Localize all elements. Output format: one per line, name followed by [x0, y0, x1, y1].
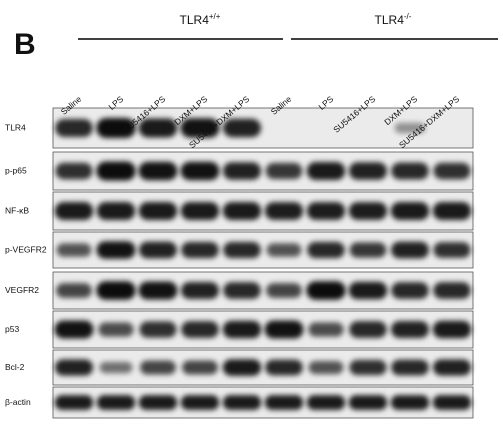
band	[266, 283, 302, 298]
band	[391, 162, 429, 180]
band	[54, 359, 94, 376]
band	[181, 241, 219, 259]
band	[96, 118, 136, 138]
band	[222, 320, 262, 339]
band	[433, 162, 471, 180]
band	[180, 118, 220, 138]
panel-label: B	[14, 28, 36, 61]
band	[432, 395, 472, 410]
band	[180, 281, 220, 300]
band	[222, 118, 262, 138]
band	[264, 395, 304, 410]
band	[180, 201, 220, 221]
band	[307, 241, 345, 259]
row-label: β-actin	[5, 397, 31, 407]
band	[56, 243, 92, 257]
band	[308, 360, 344, 375]
band	[222, 359, 262, 376]
band	[181, 321, 219, 338]
group-name: TLR4	[180, 13, 210, 27]
band	[306, 202, 346, 220]
band	[223, 282, 261, 299]
band	[349, 321, 387, 338]
band	[349, 359, 387, 376]
band	[390, 320, 430, 339]
band	[96, 395, 136, 410]
band	[138, 201, 178, 221]
band	[391, 359, 429, 376]
band	[180, 161, 220, 181]
band	[390, 241, 430, 259]
band	[138, 395, 178, 410]
row-label: p53	[5, 324, 19, 334]
band	[138, 281, 178, 300]
band	[306, 395, 346, 410]
band	[306, 161, 346, 181]
row-label: NF-κB	[5, 205, 29, 215]
band	[264, 320, 304, 339]
band	[54, 320, 94, 339]
band	[264, 202, 304, 220]
band	[390, 201, 430, 221]
group-superscript: +/+	[209, 12, 221, 21]
band	[222, 162, 262, 180]
row-label: Bcl-2	[5, 362, 25, 372]
band	[433, 282, 471, 299]
group-label: TLR4+/+	[180, 12, 221, 27]
band	[222, 395, 262, 410]
band	[140, 360, 176, 375]
group-name: TLR4	[375, 13, 405, 27]
band	[223, 241, 261, 259]
band	[348, 162, 388, 180]
band	[138, 241, 178, 259]
band	[432, 201, 472, 221]
group-label: TLR4-/-	[375, 12, 412, 27]
band	[138, 118, 178, 138]
band	[182, 360, 218, 375]
band	[390, 395, 430, 410]
band	[96, 161, 136, 181]
band	[349, 242, 387, 258]
band	[432, 359, 472, 376]
band	[432, 320, 472, 339]
band	[54, 395, 94, 410]
row-label: p-VEGFR2	[5, 244, 47, 254]
band	[54, 201, 94, 221]
band	[99, 361, 133, 374]
band	[56, 283, 92, 298]
band	[55, 162, 93, 180]
band	[394, 122, 426, 134]
band	[98, 322, 134, 337]
row-label: TLR4	[5, 122, 26, 132]
row-label: p-p65	[5, 165, 27, 175]
band	[96, 201, 136, 221]
band	[180, 395, 220, 410]
band	[433, 242, 471, 258]
band	[348, 395, 388, 410]
row-label: VEGFR2	[5, 285, 39, 295]
band	[138, 161, 178, 181]
band	[265, 162, 303, 180]
band	[306, 281, 346, 300]
band	[96, 281, 136, 300]
band	[348, 202, 388, 220]
band	[308, 322, 344, 337]
band	[222, 201, 262, 221]
group-superscript: -/-	[404, 12, 412, 21]
band	[348, 281, 388, 300]
band	[265, 359, 303, 376]
band	[96, 241, 136, 259]
band	[55, 119, 93, 137]
band	[266, 243, 302, 257]
band	[391, 282, 429, 299]
blots	[52, 107, 474, 419]
band	[139, 321, 177, 338]
